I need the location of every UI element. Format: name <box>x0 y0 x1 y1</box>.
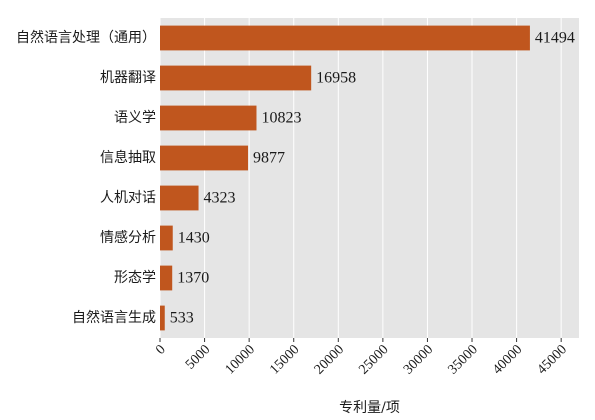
x-tick-label: 35000 <box>445 342 480 377</box>
value-label: 1430 <box>178 230 210 247</box>
value-label: 16958 <box>316 70 356 87</box>
bar <box>160 145 249 171</box>
value-label: 10823 <box>261 110 301 127</box>
category-label: 机器翻译 <box>100 70 156 86</box>
x-tick-label: 40000 <box>490 342 525 377</box>
category-label: 形态学 <box>114 270 156 286</box>
bar <box>160 105 257 131</box>
value-label: 533 <box>170 310 194 327</box>
x-axis-ticks: 0 5000 10000 15000 20000 25000 30000 35000 40000… <box>153 338 570 378</box>
x-axis-title: 专利量/项 <box>339 400 400 416</box>
value-label: 9877 <box>253 150 285 167</box>
bars <box>160 25 530 331</box>
bar <box>160 25 530 51</box>
x-tick-label: 15000 <box>267 342 302 377</box>
bar <box>160 265 173 291</box>
x-tick-label: 30000 <box>401 342 436 377</box>
value-label: 1370 <box>177 270 209 287</box>
bar <box>160 225 173 251</box>
value-label: 41494 <box>535 30 575 47</box>
category-label: 自然语言处理（通用） <box>16 29 156 46</box>
x-tick-label: 0 <box>153 342 169 358</box>
x-tick-label: 10000 <box>223 342 258 377</box>
category-label: 人机对话 <box>100 190 156 206</box>
x-tick-label: 45000 <box>535 342 570 377</box>
bar <box>160 305 165 331</box>
category-label: 情感分析 <box>100 229 156 246</box>
bar <box>160 185 199 211</box>
category-label: 自然语言生成 <box>72 309 156 326</box>
category-label: 信息抽取 <box>100 149 156 166</box>
x-tick-label: 5000 <box>183 342 213 372</box>
x-tick-label: 25000 <box>356 342 391 377</box>
value-label: 4323 <box>204 190 236 207</box>
value-labels: 41494 16958 10823 9877 4323 1430 1370 533 <box>170 30 575 327</box>
x-tick-label: 20000 <box>312 342 347 377</box>
category-label: 语义学 <box>114 110 156 126</box>
bar <box>160 65 312 91</box>
